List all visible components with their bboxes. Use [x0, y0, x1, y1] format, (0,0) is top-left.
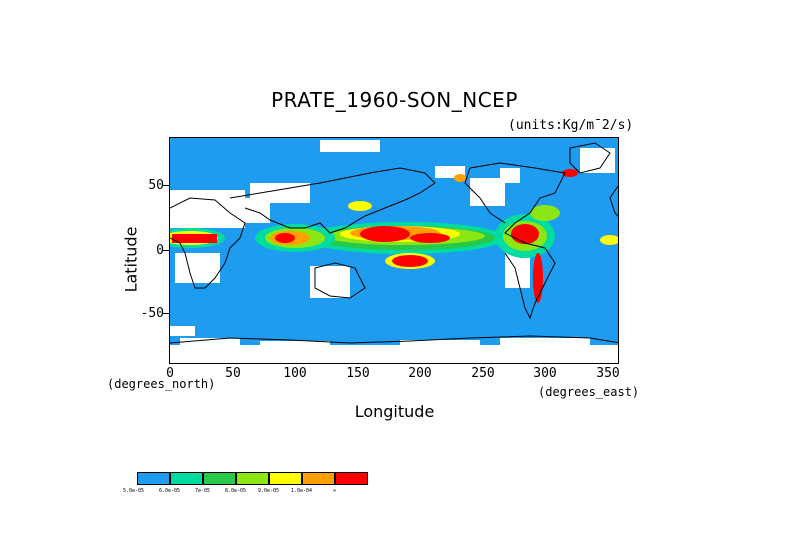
x-tick-label: 0 — [166, 366, 174, 381]
legend-swatch — [203, 472, 236, 485]
chart-title: PRATE_1960-SON_NCEP — [271, 88, 518, 112]
y-tick-label: -50 — [140, 306, 164, 321]
x-axis-label: Longitude — [354, 402, 435, 421]
missing-data-regions — [170, 140, 618, 363]
legend-label: ∞ — [333, 488, 337, 494]
legend-swatch — [137, 472, 170, 485]
legend-label: 8.0e-05 — [225, 488, 247, 494]
x-tick-label: 50 — [225, 366, 241, 381]
legend-swatch — [269, 472, 302, 485]
legend-swatch — [302, 472, 335, 485]
y-tick-label: 50 — [148, 178, 164, 193]
coastlines — [170, 142, 618, 344]
legend-label: 9.0e-05 — [258, 488, 280, 494]
legend-swatch — [170, 472, 203, 485]
x-axis-unit-label: (degrees_east) — [538, 385, 640, 399]
units-label: (units:Kg/m¯2/s) — [508, 118, 634, 133]
x-tick-label: 150 — [346, 366, 370, 381]
legend-swatch — [335, 472, 368, 485]
x-tick-label: 100 — [283, 366, 307, 381]
legend-label: 1.0e-04 — [291, 488, 313, 494]
legend-label: 5.0e-05 — [123, 488, 145, 494]
x-tick-label: 250 — [471, 366, 495, 381]
y-tick-label: 0 — [156, 243, 164, 258]
map-svg — [170, 138, 618, 363]
legend-label: 7e-05 — [195, 488, 211, 494]
x-tick-label: 200 — [408, 366, 432, 381]
precipitation-map — [169, 137, 619, 364]
legend-swatch — [236, 472, 269, 485]
x-tick-label: 350 — [596, 366, 620, 381]
legend-label: 6.0e-05 — [159, 488, 181, 494]
y-axis-unit-label: (degrees_north) — [107, 377, 216, 391]
x-tick-label: 300 — [533, 366, 557, 381]
y-axis-label: Latitude — [121, 226, 141, 293]
